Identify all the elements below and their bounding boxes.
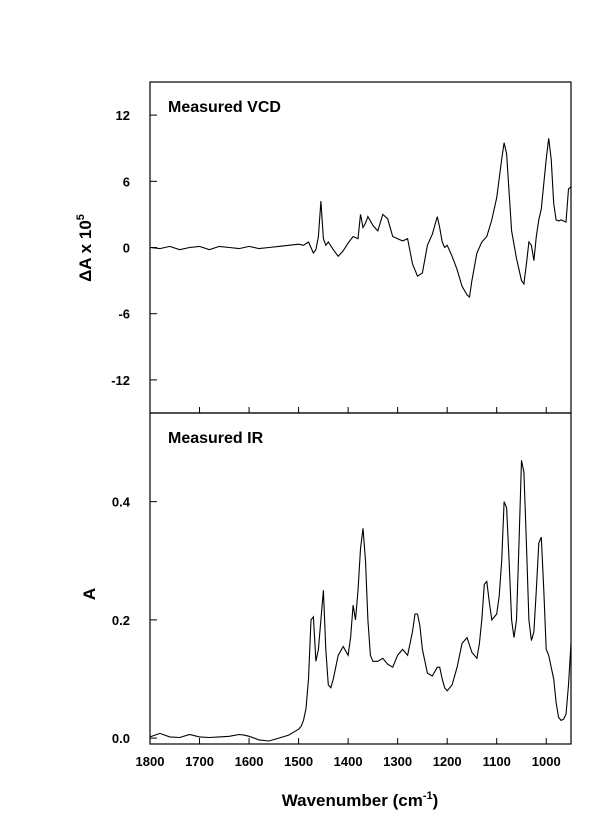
vcd-y-axis-title-main: ΔA x 10 <box>76 220 95 282</box>
vcd-y-axis-title: ΔA x 105 <box>75 214 95 282</box>
ir-x-axis-title-main: Wavenumber (cm <box>282 791 423 810</box>
ir-y-ticks: 0.0 0.2 0.4 <box>112 495 157 746</box>
vcd-y-tick-label: 0 <box>123 241 130 256</box>
vcd-y-tick-label: -6 <box>118 307 130 322</box>
ir-panel: Measured IR 0.0 0.2 0.4 1800 1700 1600 1500 14… <box>80 412 572 810</box>
ir-x-tick-label: 1200 <box>433 754 462 769</box>
ir-x-ticks: 1800 1700 1600 1500 1400 1300 1200 1100 1000 <box>136 738 561 769</box>
vcd-y-tick-label: 12 <box>116 108 130 123</box>
vcd-plot-frame <box>149 81 572 414</box>
ir-x-tick-label: 1500 <box>284 754 313 769</box>
ir-x-tick-label: 1400 <box>334 754 363 769</box>
vcd-y-ticks: 12 6 0 -6 -12 <box>111 108 547 413</box>
vcd-spectrum-line <box>149 138 572 299</box>
vcd-y-tick-label: -12 <box>111 373 130 388</box>
ir-x-tick-label: 1700 <box>185 754 214 769</box>
ir-plot-frame <box>149 412 572 745</box>
ir-y-tick-label: 0.2 <box>112 613 130 628</box>
vcd-y-tick-label: 6 <box>123 174 130 189</box>
vcd-y-axis-title-exp: 5 <box>75 214 87 220</box>
ir-y-tick-label: 0.4 <box>112 495 131 510</box>
ir-y-axis-title: A <box>80 588 99 600</box>
ir-panel-title: Measured IR <box>168 430 264 447</box>
ir-x-tick-label: 1800 <box>136 754 165 769</box>
ir-x-axis-title-exp: -1 <box>423 790 433 802</box>
ir-x-axis-title-tail: ) <box>433 791 439 810</box>
vcd-panel: Measured VCD 12 6 0 -6 -12 ΔA x 105 <box>75 81 572 414</box>
ir-x-tick-label: 1300 <box>383 754 412 769</box>
ir-y-tick-label: 0.0 <box>112 731 130 746</box>
vcd-panel-title: Measured VCD <box>168 99 281 116</box>
ir-x-axis-title: Wavenumber (cm-1) <box>282 790 439 810</box>
ir-x-tick-label: 1000 <box>532 754 561 769</box>
ir-x-tick-label: 1600 <box>235 754 264 769</box>
ir-spectrum-line <box>149 460 572 742</box>
ir-x-tick-label: 1100 <box>483 754 511 769</box>
